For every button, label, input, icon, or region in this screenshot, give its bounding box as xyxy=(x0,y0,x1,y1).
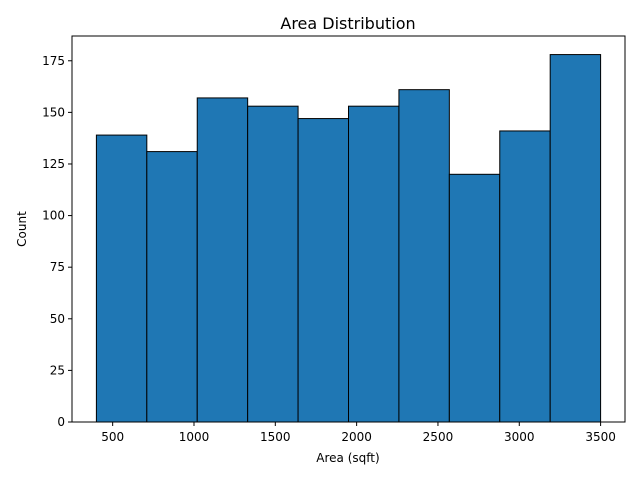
histogram-bar xyxy=(146,151,198,423)
x-tick-label: 1500 xyxy=(260,430,291,444)
x-tick-label: 1000 xyxy=(179,430,210,444)
y-tick-label: 150 xyxy=(42,105,65,119)
histogram-bar xyxy=(297,118,349,423)
histogram-bar xyxy=(448,173,501,423)
x-tick-label: 3000 xyxy=(504,430,535,444)
y-tick-label: 125 xyxy=(42,157,65,171)
histogram-bar xyxy=(499,130,551,423)
x-tick-label: 2000 xyxy=(341,430,372,444)
histogram-bar xyxy=(196,97,249,423)
chart-title: Area Distribution xyxy=(280,14,415,33)
histogram-bar xyxy=(348,105,400,423)
y-tick-label: 175 xyxy=(42,54,65,68)
x-tick-label: 2500 xyxy=(423,430,454,444)
histogram-bar xyxy=(95,134,148,423)
y-tick-label: 50 xyxy=(50,312,65,326)
plot-frame xyxy=(71,35,626,423)
histogram-bar xyxy=(549,54,602,423)
x-tick-label: 3500 xyxy=(585,430,616,444)
y-axis-ticks: 0 25 50 75 100 125 150 175 xyxy=(42,54,72,429)
y-tick-label: 25 xyxy=(50,363,65,377)
x-axis-label: Area (sqft) xyxy=(316,451,379,465)
y-tick-label: 0 xyxy=(57,415,65,429)
x-axis-ticks: 500 1000 1500 2000 2500 3000 3500 xyxy=(101,422,616,444)
histogram-bar xyxy=(398,89,450,423)
y-tick-label: 75 xyxy=(50,260,65,274)
bars-group xyxy=(95,54,602,423)
histogram-bar xyxy=(247,105,299,423)
x-tick-label: 500 xyxy=(101,430,124,444)
y-axis-label: Count xyxy=(15,211,29,247)
y-tick-label: 100 xyxy=(42,209,65,223)
